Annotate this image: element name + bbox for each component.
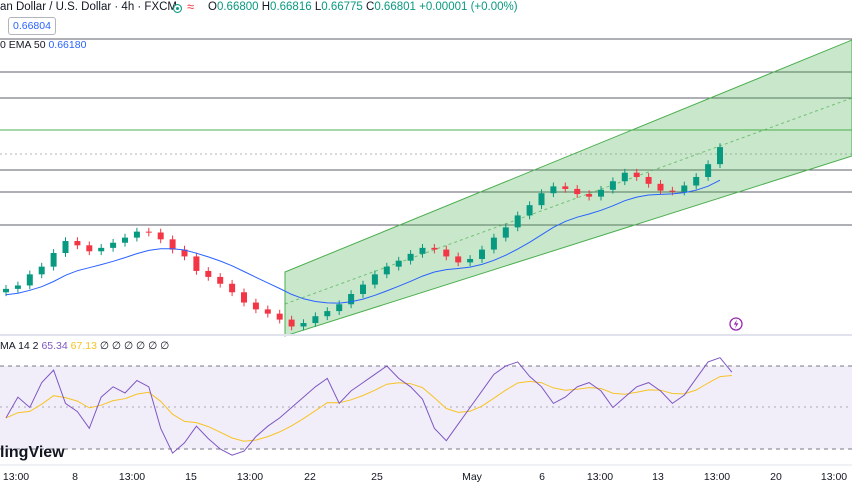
candle-body	[74, 241, 81, 246]
rsi-legend[interactable]: MA 14 2 65.34 67.13 ∅ ∅ ∅ ∅ ∅ ∅	[0, 340, 169, 352]
candle-body	[50, 253, 57, 267]
candle-body	[324, 311, 331, 317]
candle-body	[86, 245, 93, 252]
candle-body	[455, 256, 462, 263]
ema-legend[interactable]: 0 EMA 50 0.66180	[0, 39, 86, 51]
candle-body	[705, 164, 712, 177]
candle-body	[431, 247, 438, 250]
candle-body	[693, 176, 700, 186]
market-open-icon	[173, 4, 182, 13]
candle-body	[598, 189, 604, 197]
candle-body	[514, 215, 521, 228]
candle-body	[419, 247, 426, 254]
ema-value: 0.66180	[48, 39, 87, 51]
candle-body	[586, 194, 593, 197]
wave-icon[interactable]: ≈	[187, 0, 195, 14]
rsi-ma-value: 67.13	[70, 340, 97, 352]
candle-body	[562, 186, 569, 189]
rsi-extra: ∅ ∅ ∅ ∅ ∅ ∅	[99, 340, 170, 352]
candle-body	[538, 193, 545, 206]
candle-body	[609, 181, 616, 190]
lightning-alert-icon[interactable]	[729, 317, 743, 331]
candle-body	[252, 302, 259, 310]
regression-channel[interactable]	[284, 39, 852, 337]
candle-body	[395, 260, 402, 267]
price-box[interactable]: 0.66804	[8, 17, 56, 35]
time-axis-tick: 13:00	[118, 471, 146, 483]
time-axis-tick: 8	[72, 471, 78, 483]
candle-body	[276, 313, 283, 320]
candle-body	[657, 183, 664, 191]
candle-body	[574, 188, 581, 195]
candle-body	[526, 205, 533, 216]
candle-body	[717, 147, 723, 165]
rsi-ma-line	[5, 375, 732, 442]
time-axis-tick: 13:00	[236, 471, 264, 483]
candle-body	[407, 253, 414, 261]
candle-body	[336, 304, 343, 312]
candle-body	[38, 266, 45, 275]
rsi-line	[5, 357, 733, 456]
time-axis-tick: 13:00	[703, 471, 731, 483]
symbol-title[interactable]: an Dollar / U.S. Dollar · 4h · FXCM	[0, 1, 178, 13]
time-axis-tick: 25	[371, 471, 383, 483]
candle-body	[669, 190, 676, 192]
watermark-logo: lingView	[0, 444, 65, 461]
candle-body	[205, 270, 212, 277]
candle-body	[621, 172, 628, 182]
ema-label: 0 EMA 50	[0, 39, 46, 51]
candle-body	[3, 288, 9, 293]
rsi-value: 65.34	[41, 340, 68, 352]
candle-body	[26, 274, 33, 286]
candle-body	[133, 231, 140, 238]
time-axis-tick: 20	[770, 471, 782, 483]
candle-body	[360, 284, 366, 294]
candle-body	[288, 319, 295, 327]
candle-body	[157, 232, 164, 240]
candle-body	[110, 242, 117, 248]
candle-body	[145, 231, 152, 233]
ohlc-values: O0.66800 H0.66816 L0.66775 C0.66801 +0.0…	[208, 1, 518, 13]
time-axis-tick: 13	[652, 471, 664, 483]
candle-body	[98, 247, 105, 252]
candle-body	[467, 258, 474, 263]
candle-body	[502, 227, 509, 238]
candle-body	[264, 309, 271, 314]
candle-body	[443, 249, 450, 257]
rsi-label: MA 14 2	[0, 340, 39, 352]
time-axis-tick: 13:00	[2, 471, 30, 483]
candle-body	[645, 176, 652, 184]
candle-body	[348, 294, 355, 305]
candle-body	[490, 237, 497, 250]
candle-body	[14, 285, 21, 289]
candle-body	[300, 323, 307, 327]
time-axis-tick: May	[462, 471, 482, 483]
candle-body	[193, 256, 200, 271]
candle-body	[217, 276, 224, 284]
candle-body	[122, 237, 128, 243]
candle-body	[550, 186, 557, 194]
time-axis-tick: 22	[304, 471, 316, 483]
candle-body	[62, 241, 69, 253]
candle-body	[479, 249, 485, 259]
time-axis-tick: 15	[185, 471, 197, 483]
time-axis-tick: 6	[539, 471, 545, 483]
candle-body	[312, 316, 319, 324]
time-axis-tick: 13:00	[586, 471, 614, 483]
candle-body	[181, 249, 188, 257]
candle-body	[383, 266, 390, 275]
time-axis-tick: 13:00	[820, 471, 848, 483]
candle-body	[241, 292, 247, 303]
candle-body	[229, 283, 236, 293]
candles-group	[3, 143, 723, 331]
channel-midline	[284, 97, 852, 305]
symbol-header: an Dollar / U.S. Dollar · 4h · FXCM ≈ O0…	[0, 0, 852, 17]
horizontal-levels	[0, 38, 852, 226]
candle-body	[169, 239, 176, 250]
candle-body	[681, 185, 688, 192]
ema-line	[5, 179, 721, 304]
candle-body	[633, 172, 640, 177]
candle-body	[371, 274, 378, 285]
